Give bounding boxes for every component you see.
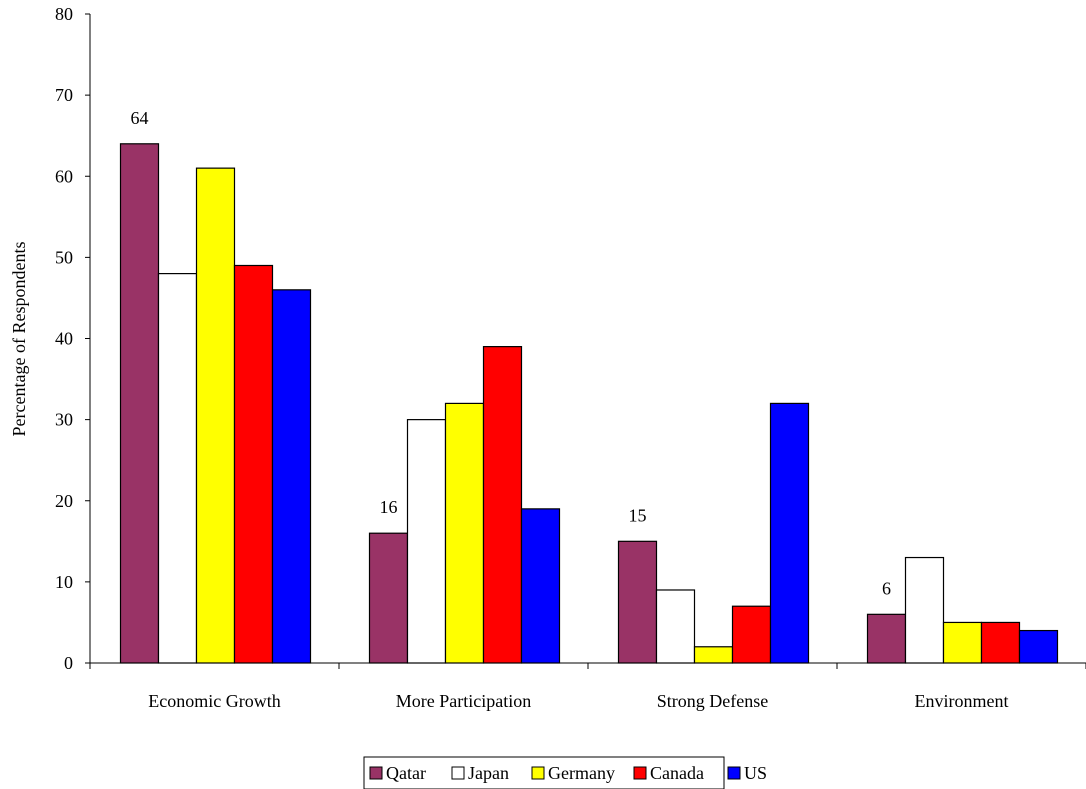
legend-label-qatar: Qatar (386, 763, 426, 783)
y-tick-label: 80 (55, 4, 73, 24)
legend-swatch-canada (633, 766, 647, 780)
legend-swatch-qatar (369, 766, 383, 780)
x-category-label: Environment (915, 691, 1009, 711)
bar-canada-more-participation (482, 346, 523, 664)
bar-germany-strong-defense (693, 646, 734, 664)
x-category-label: Strong Defense (657, 691, 768, 711)
y-tick-label: 70 (55, 85, 73, 105)
bar-qatar-environment (866, 613, 907, 664)
y-tick-label: 40 (55, 329, 73, 349)
bar-germany-environment (942, 621, 983, 664)
x-category-label: More Participation (396, 691, 531, 711)
bar-canada-environment (980, 621, 1021, 664)
bar-canada-strong-defense (731, 605, 772, 664)
bar-qatar-economic-growth (119, 143, 160, 664)
legend-label-japan: Japan (468, 763, 509, 783)
bar-us-strong-defense (769, 402, 810, 664)
bar-us-environment (1018, 629, 1059, 664)
legend-label-us: US (744, 763, 767, 783)
legend: Qatar Japan Germany Canada US (363, 756, 767, 789)
bar-qatar-more-participation (368, 532, 409, 664)
data-label: 15 (629, 505, 647, 525)
bar-japan-economic-growth (157, 273, 198, 664)
legend-label-germany: Germany (548, 763, 615, 783)
bar-qatar-strong-defense (617, 540, 658, 664)
y-tick-label: 20 (55, 491, 73, 511)
y-tick-label: 10 (55, 572, 73, 592)
legend-label-canada: Canada (650, 763, 704, 783)
data-label: 6 (882, 578, 891, 598)
data-label: 64 (131, 108, 149, 128)
legend-swatch-japan (451, 766, 465, 780)
y-axis-title: Percentage of Respondents (9, 242, 29, 437)
bar-us-more-participation (520, 508, 561, 664)
bar-japan-more-participation (406, 419, 447, 664)
y-tick-label: 50 (55, 247, 73, 267)
data-label: 16 (380, 497, 398, 517)
bar-japan-strong-defense (655, 589, 696, 664)
bar-germany-economic-growth (195, 167, 236, 664)
bar-germany-more-participation (444, 402, 485, 664)
bar-japan-environment (904, 556, 945, 664)
legend-swatch-germany (531, 766, 545, 780)
y-tick-label: 30 (55, 410, 73, 430)
x-category-label: Economic Growth (148, 691, 280, 711)
y-tick-label: 0 (64, 653, 73, 673)
legend-swatch-us (727, 766, 741, 780)
bar-us-economic-growth (271, 289, 312, 664)
y-tick-label: 60 (55, 166, 73, 186)
plot-area: 0 10 20 30 40 50 60 70 80 Economic Growth More Par… (55, 4, 1086, 711)
bar-canada-economic-growth (233, 264, 274, 664)
